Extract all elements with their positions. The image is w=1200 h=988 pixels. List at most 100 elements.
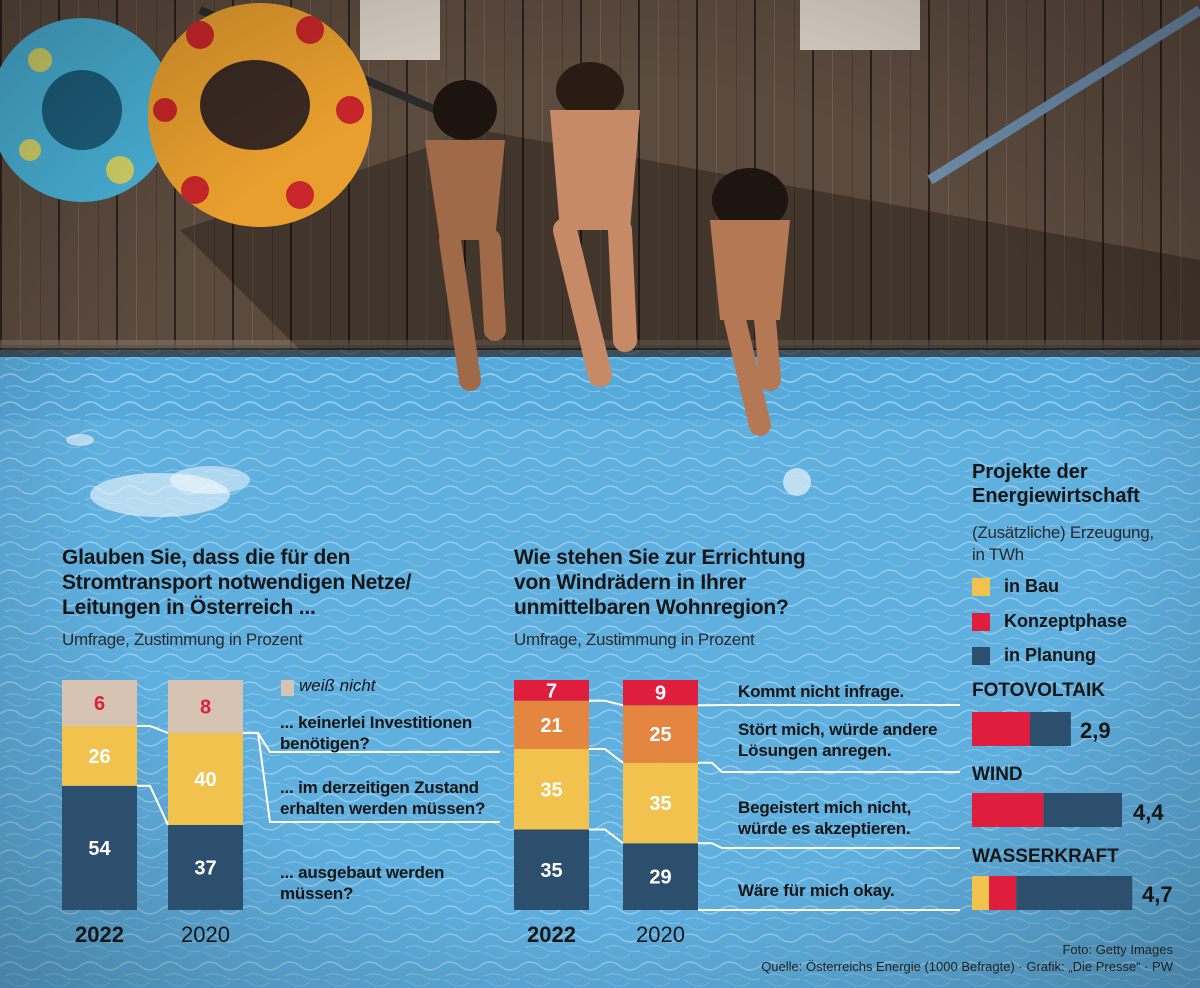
chart1-label-line: ... keinerlei Investitionen — [280, 713, 473, 732]
chart1-label-line: erhalten werden müssen? — [280, 799, 486, 818]
data-label: 35 — [649, 793, 671, 815]
data-label: 35 — [540, 779, 562, 801]
chart3-category: WASSERKRAFT — [972, 846, 1119, 867]
data-label: 35 — [540, 860, 562, 882]
data-label: 29 — [649, 867, 671, 889]
bar-segment — [972, 712, 1030, 746]
data-label: 21 — [540, 715, 562, 737]
legend-swatch-in-bau — [972, 578, 990, 596]
connector-line — [589, 699, 624, 707]
data-label: 6 — [94, 693, 105, 715]
connector-line — [589, 748, 624, 764]
connector-line — [137, 725, 169, 734]
chart1-label-line: müssen? — [280, 884, 354, 903]
chart1-label: ... ausgebaut werden müssen? — [280, 862, 444, 904]
chart3-category: WIND — [972, 764, 1023, 785]
bar-segment — [1043, 793, 1122, 827]
bar-segment — [972, 876, 990, 910]
year-label: 2020 — [181, 922, 230, 947]
chart2-label-line: Kommt nicht infrage. — [738, 682, 905, 701]
chart1-legend-label: weiß nicht — [299, 676, 376, 695]
data-label: 40 — [194, 769, 216, 791]
chart2-label-line: Stört mich, würde andere — [738, 720, 938, 739]
chart3-title: Projekte der Energiewirtschaft — [972, 460, 1140, 508]
chart2-label: Wäre für mich okay. — [738, 880, 895, 901]
chart3-subtitle-line: in TWh — [972, 545, 1024, 564]
bar-segment — [623, 762, 698, 844]
chart1-title: Glauben Sie, dass die für den Stromtrans… — [62, 545, 411, 620]
photo-credit: Foto: Getty Images — [1062, 942, 1173, 957]
chart1-label-line: benötigen? — [280, 734, 370, 753]
connector-line — [137, 784, 169, 826]
chart3-total: 4,4 — [1133, 800, 1164, 825]
data-label: 54 — [88, 838, 111, 860]
bar-segment — [989, 876, 1017, 910]
chart2-title: Wie stehen Sie zur Errichtung von Windrä… — [514, 545, 806, 620]
bar-segment — [514, 829, 589, 910]
chart2-subtitle: Umfrage, Zustimmung in Prozent — [514, 630, 755, 649]
bar-segment — [1029, 712, 1071, 746]
data-label: 26 — [88, 746, 110, 768]
year-label: 2020 — [636, 922, 685, 947]
bar-segment — [62, 680, 137, 726]
bar-segment — [972, 793, 1044, 827]
legend-swatch-konzeptphase — [972, 613, 990, 631]
chart2-label: Begeistert mich nicht, würde es akzeptie… — [738, 797, 911, 839]
chart2-label-line: Lösungen anregen. — [738, 741, 892, 760]
bar-segment — [168, 824, 243, 910]
bar-segment — [514, 749, 589, 830]
chart2-label-line: würde es akzeptieren. — [738, 819, 911, 838]
chart3-title-line: Energiewirtschaft — [972, 485, 1140, 507]
connector-line — [698, 842, 960, 849]
chart1-label-line: ... ausgebaut werden — [280, 863, 445, 882]
bar-segment — [168, 732, 243, 825]
legend-swatch-in-planung — [972, 647, 990, 665]
chart3-category: FOTOVOLTAIK — [972, 680, 1105, 701]
chart1-title-line: Leitungen in Österreich ... — [62, 596, 316, 619]
chart2-label: Stört mich, würde andere Lösungen anrege… — [738, 719, 937, 761]
chart2-label-line: Begeistert mich nicht, — [738, 798, 912, 817]
chart3-total: 2,9 — [1080, 718, 1111, 743]
legend-label-in-bau: in Bau — [1004, 576, 1060, 596]
chart1-title-line: Glauben Sie, dass die für den — [62, 546, 351, 569]
chart1-title-line: Stromtransport notwendigen Netze/ — [62, 571, 412, 594]
year-label: 2022 — [75, 922, 124, 947]
chart3-title-line: Projekte der — [972, 461, 1088, 483]
bar-segment — [623, 705, 698, 763]
bar-segment — [62, 726, 137, 786]
bar-segment — [168, 680, 243, 733]
data-label: 7 — [546, 680, 557, 702]
chart2-label-line: Wäre für mich okay. — [738, 881, 895, 900]
chart1-legend-swatch — [281, 680, 294, 696]
connector-line — [698, 761, 960, 773]
legend-label-in-planung: in Planung — [1004, 645, 1096, 665]
data-label: 9 — [655, 683, 666, 705]
chart2-title-line: von Windrädern in Ihrer — [514, 571, 747, 594]
chart2-label: Kommt nicht infrage. — [738, 681, 904, 702]
bar-segment — [514, 680, 589, 701]
connector-line — [589, 828, 624, 845]
chart2-title-line: Wie stehen Sie zur Errichtung — [514, 546, 806, 569]
chart2-title-line: unmittelbaren Wohnregion? — [514, 596, 789, 619]
year-label: 2022 — [527, 922, 576, 947]
chart3-subtitle-line: (Zusätzliche) Erzeugung, — [972, 523, 1154, 542]
bar-segment — [623, 843, 698, 910]
chart3-total: 4,7 — [1142, 882, 1173, 907]
chart1-label: ... keinerlei Investitionen benötigen? — [280, 712, 472, 754]
bar-segment — [62, 785, 137, 910]
chart1-label-line: ... im derzeitigen Zustand — [280, 778, 479, 797]
legend-label-konzeptphase: Konzeptphase — [1004, 611, 1128, 631]
source-credit: Quelle: Österreichs Energie (1000 Befrag… — [761, 959, 1173, 974]
bar-segment — [1016, 876, 1133, 910]
data-label: 8 — [200, 696, 211, 718]
data-label: 25 — [649, 724, 671, 746]
bar-segment — [514, 700, 589, 749]
data-label: 37 — [194, 857, 216, 879]
chart3-subtitle: (Zusätzliche) Erzeugung, in TWh — [972, 522, 1154, 566]
chart1-subtitle: Umfrage, Zustimmung in Prozent — [62, 630, 303, 649]
chart1-label: ... im derzeitigen Zustand erhalten werd… — [280, 777, 485, 819]
bar-segment — [623, 680, 698, 706]
